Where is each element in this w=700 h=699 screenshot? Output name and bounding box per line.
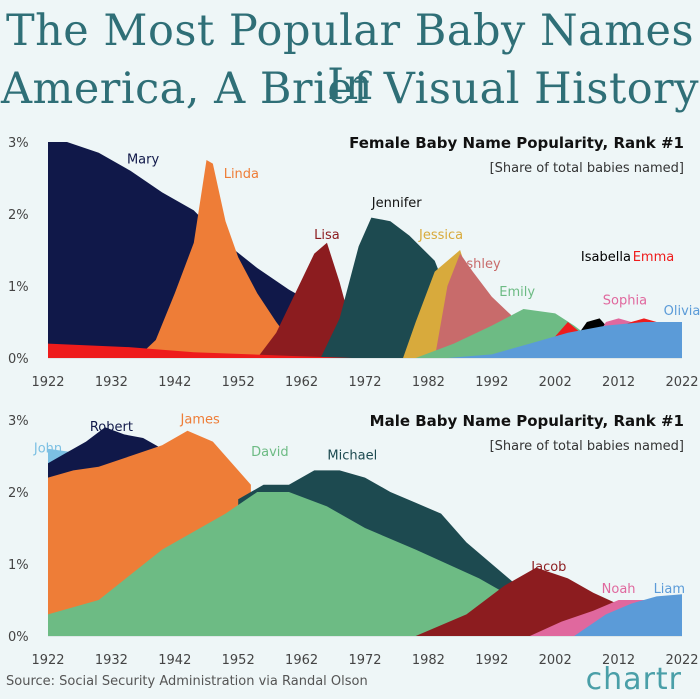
x-tick-label: 1922 bbox=[31, 375, 64, 390]
x-tick-label: 2002 bbox=[539, 653, 572, 668]
series-label-noah: Noah bbox=[602, 582, 636, 597]
series-label-jessica: Jessica bbox=[418, 228, 463, 243]
x-tick-label: 1952 bbox=[222, 375, 255, 390]
x-tick-label: 1982 bbox=[412, 653, 445, 668]
chart-title: Male Baby Name Popularity, Rank #1 bbox=[370, 412, 684, 430]
series-label-sophia: Sophia bbox=[603, 294, 647, 309]
x-tick-label: 1962 bbox=[285, 375, 318, 390]
x-tick-label: 2002 bbox=[539, 375, 572, 390]
chart-subtitle: [Share of total babies named] bbox=[490, 161, 684, 176]
page-title-line-2: America, A Brief Visual History bbox=[1, 64, 699, 114]
female-chart-panel: 0% 1% 2% 3% 1922 1932 1942 1952 1962 1972 1982 1992… bbox=[0, 128, 700, 390]
y-tick-label: 0% bbox=[8, 352, 29, 367]
y-tick-label: 1% bbox=[8, 280, 29, 295]
y-tick-label: 0% bbox=[8, 630, 29, 645]
x-tick-label: 1952 bbox=[222, 653, 255, 668]
male-chart-panel: 0% 1% 2% 3% 1922 1932 1942 1952 1962 1972 1982 1992… bbox=[0, 406, 700, 668]
female-chart: 0% 1% 2% 3% 1922 1932 1942 1952 1962 1972 1982 1992… bbox=[8, 134, 700, 390]
y-tick-label: 2% bbox=[8, 486, 29, 501]
series-label-isabella: Isabella bbox=[581, 250, 631, 265]
y-tick-label: 3% bbox=[8, 136, 29, 151]
x-tick-label: 1942 bbox=[158, 375, 191, 390]
y-tick-label: 1% bbox=[8, 558, 29, 573]
series-label-david: David bbox=[251, 445, 289, 460]
area-linda bbox=[136, 160, 296, 358]
area-liam bbox=[574, 594, 682, 636]
series-label-liam: Liam bbox=[654, 582, 685, 597]
x-tick-label: 1972 bbox=[348, 653, 381, 668]
series-label-linda: Linda bbox=[224, 167, 259, 182]
male-chart: 0% 1% 2% 3% 1922 1932 1942 1952 1962 1972 1982 1992… bbox=[8, 412, 699, 668]
area-david bbox=[48, 492, 543, 636]
series-label-lisa: Lisa bbox=[314, 228, 340, 243]
series-label-emily: Emily bbox=[499, 285, 535, 300]
x-tick-label: 2022 bbox=[665, 653, 698, 668]
x-tick-label: 1962 bbox=[285, 653, 318, 668]
series-label-jennifer: Jennifer bbox=[371, 196, 422, 211]
x-tick-label: 2012 bbox=[602, 653, 635, 668]
x-tick-label: 1972 bbox=[348, 375, 381, 390]
x-tick-label: 1942 bbox=[158, 653, 191, 668]
chart-subtitle: [Share of total babies named] bbox=[490, 439, 684, 454]
x-tick-label: 1992 bbox=[475, 375, 508, 390]
y-tick-label: 3% bbox=[8, 414, 29, 429]
series-label-james: James bbox=[180, 413, 220, 428]
source-footnote: Source: Social Security Administration v… bbox=[6, 674, 368, 689]
chart-title: Female Baby Name Popularity, Rank #1 bbox=[349, 134, 684, 152]
series-label-emma: Emma bbox=[633, 250, 675, 265]
page-title-line-1: The Most Popular Baby Names In bbox=[5, 6, 695, 110]
x-tick-label: 2012 bbox=[602, 375, 635, 390]
x-tick-label: 1992 bbox=[475, 653, 508, 668]
series-label-olivia: Olivia bbox=[664, 304, 700, 319]
series-label-john: John bbox=[33, 441, 62, 456]
x-tick-label: 1932 bbox=[95, 653, 128, 668]
x-tick-label: 1982 bbox=[412, 375, 445, 390]
series-label-michael: Michael bbox=[327, 449, 377, 464]
area-olivia bbox=[447, 322, 682, 358]
x-tick-label: 2022 bbox=[665, 375, 698, 390]
chartr-logo: chartr bbox=[585, 662, 682, 697]
series-label-ashley: Ashley bbox=[458, 257, 502, 272]
area-mary-tail bbox=[48, 343, 353, 358]
series-label-jacob: Jacob bbox=[530, 560, 566, 575]
series-label-robert: Robert bbox=[90, 420, 133, 435]
series-label-mary: Mary bbox=[127, 153, 160, 168]
x-tick-label: 1922 bbox=[31, 653, 64, 668]
y-tick-label: 2% bbox=[8, 208, 29, 223]
x-tick-label: 1932 bbox=[95, 375, 128, 390]
